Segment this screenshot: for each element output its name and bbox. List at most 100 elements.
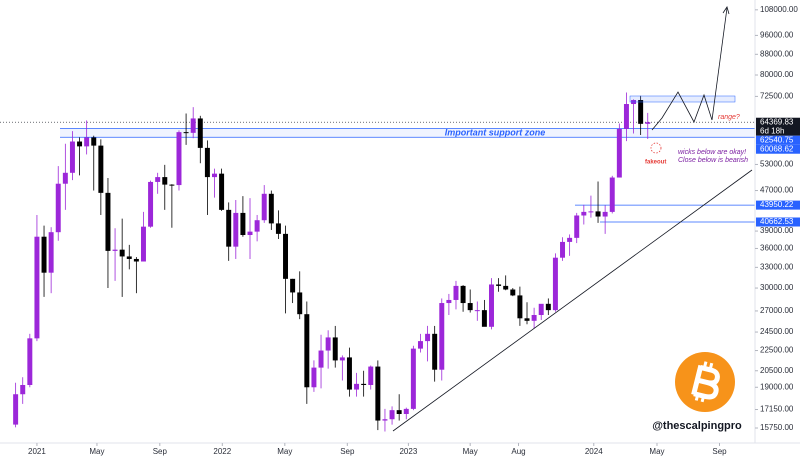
- candle-body: [119, 249, 125, 257]
- handle: @thescalpingpro: [652, 420, 742, 432]
- candle-body: [133, 258, 139, 262]
- candle-body: [62, 172, 68, 184]
- y-tick-label: 53000.00: [760, 160, 794, 169]
- candle-body: [318, 350, 324, 368]
- price-line-label: 60068.62: [760, 144, 794, 153]
- candle-body: [567, 237, 573, 242]
- candle-body: [581, 211, 587, 216]
- candle-body: [410, 348, 416, 409]
- candle-body: [204, 147, 210, 178]
- candle-body: [197, 118, 203, 148]
- candle-body: [638, 100, 644, 124]
- plot-area: [0, 92, 755, 432]
- candle-body: [496, 284, 502, 286]
- candle-body: [609, 177, 615, 212]
- y-tick-label: 39000.00: [760, 226, 794, 235]
- range-label: range?: [718, 114, 740, 121]
- candle-body: [474, 310, 480, 312]
- candle-body: [382, 419, 388, 421]
- y-tick-label: 36000.00: [760, 244, 794, 253]
- candle-body: [375, 366, 381, 421]
- candle-body: [261, 193, 267, 221]
- candle-body: [510, 289, 516, 296]
- candle-body: [140, 226, 146, 262]
- price-line-box: [756, 200, 800, 210]
- candle-body: [20, 384, 26, 395]
- x-tick-label: May: [463, 447, 478, 456]
- current-price-box: [756, 117, 800, 136]
- candle-body: [176, 132, 182, 186]
- x-tick-label: Sep: [340, 447, 355, 456]
- candle-body: [354, 383, 360, 390]
- candle-body: [98, 145, 104, 193]
- range-box: [629, 95, 736, 103]
- candle-body: [275, 223, 281, 234]
- bitcoin-logo: [675, 352, 735, 412]
- candle-body: [212, 173, 217, 178]
- y-tick-label: 24500.00: [760, 327, 794, 336]
- candle-body: [304, 314, 310, 388]
- fakeout-label: fakeout: [645, 160, 666, 166]
- candle-body: [545, 303, 551, 311]
- candle-body: [126, 256, 132, 259]
- candle-body: [247, 231, 253, 236]
- y-tick-label: 19000.00: [760, 382, 794, 391]
- candle-body: [311, 367, 317, 388]
- candle-body: [524, 318, 530, 321]
- candle-body: [183, 132, 189, 134]
- y-tick-label: 17150.00: [760, 405, 794, 414]
- x-tick-label: Aug: [511, 447, 525, 456]
- projection-path: [651, 7, 728, 131]
- price-line-box: [756, 144, 800, 154]
- y-tick-label: 22500.00: [760, 346, 794, 355]
- candle-body: [432, 333, 438, 370]
- candle-body: [112, 249, 118, 251]
- price-line-box: [756, 217, 800, 227]
- x-tick-label: 2022: [213, 447, 231, 456]
- y-tick-label: 27000.00: [760, 306, 794, 315]
- candle-body: [48, 232, 54, 273]
- candle-body: [346, 357, 352, 390]
- candle-body: [34, 236, 40, 339]
- candle-body: [538, 303, 544, 316]
- candle-body: [425, 333, 431, 342]
- y-tick-label: 88000.00: [760, 49, 794, 58]
- candle-body: [403, 408, 409, 414]
- y-tick-label: 108000.00: [760, 5, 798, 14]
- candle-body: [602, 211, 608, 217]
- candle-body: [389, 410, 395, 420]
- candle-body: [645, 122, 651, 124]
- candle-body: [339, 357, 345, 361]
- candle-body: [162, 177, 168, 185]
- candle-body: [69, 141, 75, 173]
- candle-body: [254, 220, 260, 232]
- candle-body: [219, 173, 225, 210]
- price-line-label: 43950.22: [760, 200, 794, 209]
- x-tick-label: 2023: [399, 447, 417, 456]
- price-line-box: [756, 135, 800, 145]
- candle-body: [290, 278, 296, 293]
- y-tick-label: 72500.00: [760, 92, 794, 101]
- candle-body: [233, 212, 239, 247]
- y-tick-label: 33000.00: [760, 262, 794, 271]
- x-tick-label: May: [277, 447, 292, 456]
- wicks-note: wicks below are okay!: [678, 149, 746, 156]
- candle-body: [190, 118, 196, 133]
- y-tick-label: 20500.00: [760, 366, 794, 375]
- y-tick-label: 30000.00: [760, 283, 794, 292]
- trend-line: [392, 169, 753, 432]
- price-line-label: 62540.75: [760, 135, 794, 144]
- candle-body: [155, 177, 161, 182]
- candle-body: [503, 285, 509, 290]
- x-tick-label: May: [649, 447, 664, 456]
- x-tick-label: 2021: [28, 447, 46, 456]
- candle-body: [283, 233, 289, 279]
- candle-body: [368, 366, 374, 385]
- candle-body: [169, 184, 175, 186]
- candle-body: [27, 338, 33, 385]
- candle-body: [467, 303, 473, 311]
- candle-body: [560, 241, 566, 258]
- candle-body: [531, 315, 537, 321]
- y-tick-label: 47000.00: [760, 186, 794, 195]
- candle-body: [517, 295, 523, 319]
